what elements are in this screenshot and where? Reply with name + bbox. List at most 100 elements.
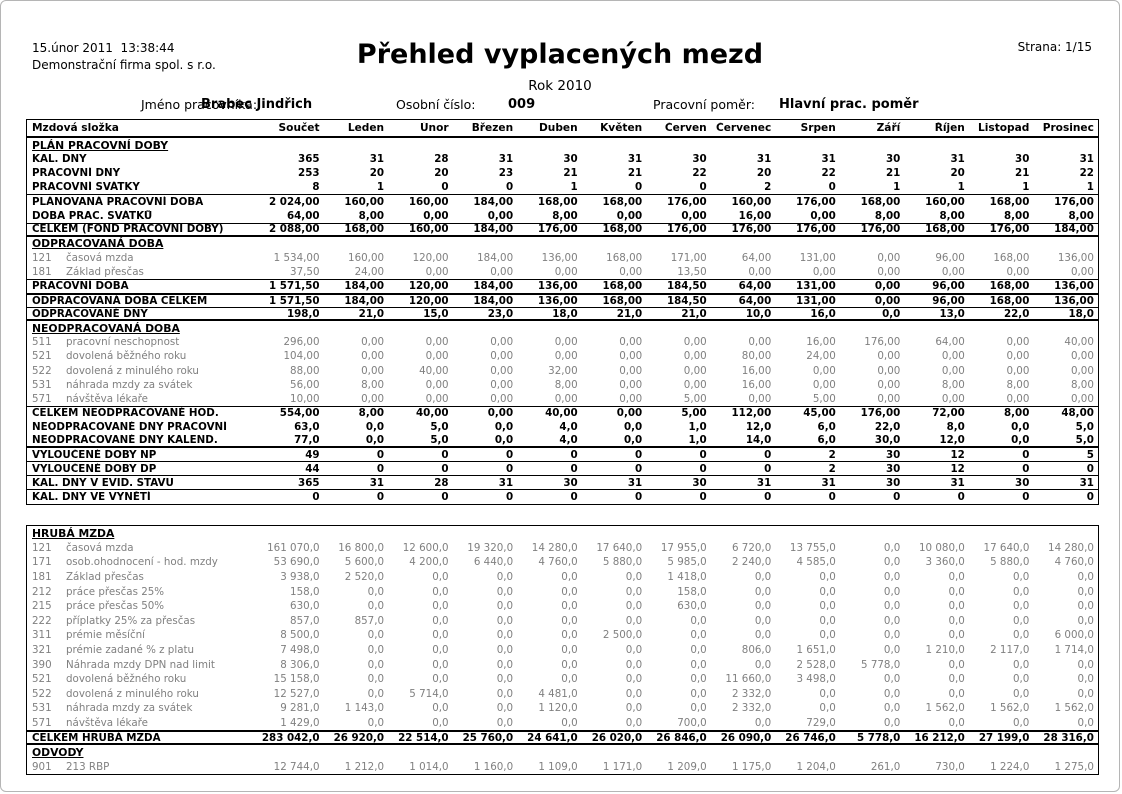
cell-value: 0: [505, 448, 514, 461]
cell-value: 37,50: [290, 265, 320, 278]
cell-value: 12: [950, 448, 965, 461]
cell-value: 176,00: [666, 223, 707, 236]
cell-value: 0,00: [1070, 392, 1094, 405]
row-label-cell: HRUBÁ MZDA: [27, 527, 1098, 540]
cell-value: 184,00: [473, 280, 514, 293]
cell-value: 17 955,0: [660, 541, 707, 554]
cell-value: 0,0: [819, 571, 836, 584]
wage-component-row: 212 práce přesčas 25% 158,0 0,0 0,0 0,0 0,0 0,0…: [27, 584, 1098, 599]
cell-value: 0,0: [1011, 420, 1030, 433]
cell-value: 40,00: [1064, 336, 1094, 349]
cell-value: 12 744,0: [273, 760, 320, 773]
cell-value: 0: [376, 462, 385, 475]
cell-value: 1: [376, 181, 385, 194]
wage-component-code: 311: [32, 629, 52, 642]
row-label-cell: NEODPRACOVANÉ DNY PRACOVNÍ: [27, 421, 259, 433]
cell-value: 13 755,0: [789, 541, 836, 554]
wage-component-row: 321 prémie zadané % z platu 7 498,0 0,0 0,0 0…: [27, 643, 1098, 658]
cell-value: 176,00: [860, 223, 901, 236]
section-header-row: ODPRACOVANÁ DOBA: [27, 237, 1098, 251]
column-header: Prosinec: [1042, 122, 1094, 134]
cell-value: 0,0: [365, 420, 385, 433]
cell-value: 5,00: [812, 392, 836, 405]
cell-value: 30: [885, 462, 901, 475]
cell-value: 0,00: [490, 350, 514, 363]
cell-value: 0,00: [683, 350, 707, 363]
cell-value: 31: [1079, 476, 1094, 489]
cell-value: 16,00: [741, 364, 772, 377]
cell-value: 857,0: [290, 614, 320, 627]
cell-value: 131,00: [799, 251, 836, 264]
cell-value: 184,00: [344, 295, 385, 308]
cell-value: 18,0: [1068, 307, 1094, 320]
cell-value: 1 534,00: [273, 251, 320, 264]
cell-value: 0,0: [819, 585, 836, 598]
cell-value: 16 212,0: [914, 731, 965, 744]
cell-value: 14,0: [745, 434, 772, 447]
cell-value: 857,0: [354, 614, 385, 627]
cell-value: 16,00: [806, 336, 836, 349]
row-label-cell: 571 návštěva lékaře: [27, 717, 259, 729]
cell-value: 0,00: [877, 378, 901, 391]
cell-value: 31: [756, 153, 772, 166]
cell-value: 2 500,0: [602, 629, 643, 642]
row-label-cell: 521 dovolená běžného roku: [27, 350, 259, 362]
cell-value: 168,00: [989, 280, 1030, 293]
cell-value: 136,00: [537, 280, 578, 293]
cell-value: 0: [1022, 448, 1030, 461]
cell-value: 0,0: [561, 614, 578, 627]
row-label: Základ přesčas: [66, 571, 144, 584]
cell-value: 0,0: [496, 585, 514, 598]
cell-value: 0,0: [561, 571, 578, 584]
cell-value: 5 778,0: [861, 658, 901, 671]
cell-value: 8,00: [1070, 378, 1094, 391]
cell-value: 6,0: [817, 434, 836, 447]
cell-value: 11 660,0: [725, 673, 772, 686]
column-header: Listopad: [978, 122, 1030, 134]
wage-component-row: 222 příplatky 25% za přesčas 857,0 857,0 0,0…: [27, 614, 1098, 629]
row-label-cell: 531 náhrada mzdy za svátek: [27, 702, 259, 714]
cell-value: 30: [885, 153, 901, 166]
wage-component-row: 521 dovolená běžného roku 104,00 0,00 0,00 0,…: [27, 349, 1098, 363]
cell-value: 0: [635, 462, 643, 475]
row-label: dovolená běžného roku: [66, 350, 187, 363]
cell-value: 23: [498, 167, 514, 180]
cell-value: 0,0: [561, 658, 578, 671]
cell-value: 30: [1015, 476, 1030, 489]
total-row: VYLOUČENÉ DOBY NP 49 0 0 0 0 0 0 0 2 30 12 0 5: [27, 448, 1098, 463]
cell-value: 30: [692, 476, 707, 489]
row-label: PRACOVNÍ DOBA: [32, 280, 129, 293]
cell-value: 1 571,50: [269, 280, 320, 293]
wage-component-code: 571: [32, 392, 52, 405]
cell-value: 16,00: [738, 209, 772, 222]
wage-component-code: 212: [32, 585, 52, 598]
cell-value: 8,00: [361, 378, 385, 391]
cell-value: 176,00: [989, 223, 1030, 236]
cell-value: 160,00: [344, 195, 385, 208]
cell-value: 96,00: [935, 251, 965, 264]
row-label: 213 RBP: [66, 760, 110, 773]
cell-value: 0,0: [625, 571, 643, 584]
cell-value: 22,0: [1003, 307, 1030, 320]
cell-value: 31: [369, 476, 385, 489]
cell-value: 6 000,0: [1054, 629, 1094, 642]
cell-value: 0,0: [432, 571, 449, 584]
cell-value: 0,0: [690, 644, 707, 657]
cell-value: 0,0: [1077, 717, 1094, 730]
row-label-cell: CELKEM NEODPRACOVANÉ HOD.: [27, 407, 259, 419]
cell-value: 0,0: [432, 644, 449, 657]
cell-value: 22: [692, 167, 707, 180]
cell-value: 31: [950, 476, 965, 489]
row-label: náhrada mzdy za svátek: [66, 378, 193, 391]
cell-value: 0: [699, 181, 707, 194]
row-label: osob.ohodnocení - hod. mzdy: [66, 556, 218, 569]
cell-value: 0,00: [490, 364, 514, 377]
column-header: Červenec: [715, 122, 772, 134]
cell-value: 0,0: [1012, 629, 1030, 642]
cell-value: 0,00: [554, 392, 578, 405]
cell-value: 1 418,0: [667, 571, 707, 584]
cell-value: 184,00: [473, 223, 514, 236]
cell-value: 0: [635, 448, 643, 461]
row-label-cell: VYLOUČENÉ DOBY DP: [27, 463, 259, 475]
row-label-cell: 181 Základ přesčas: [27, 266, 259, 278]
